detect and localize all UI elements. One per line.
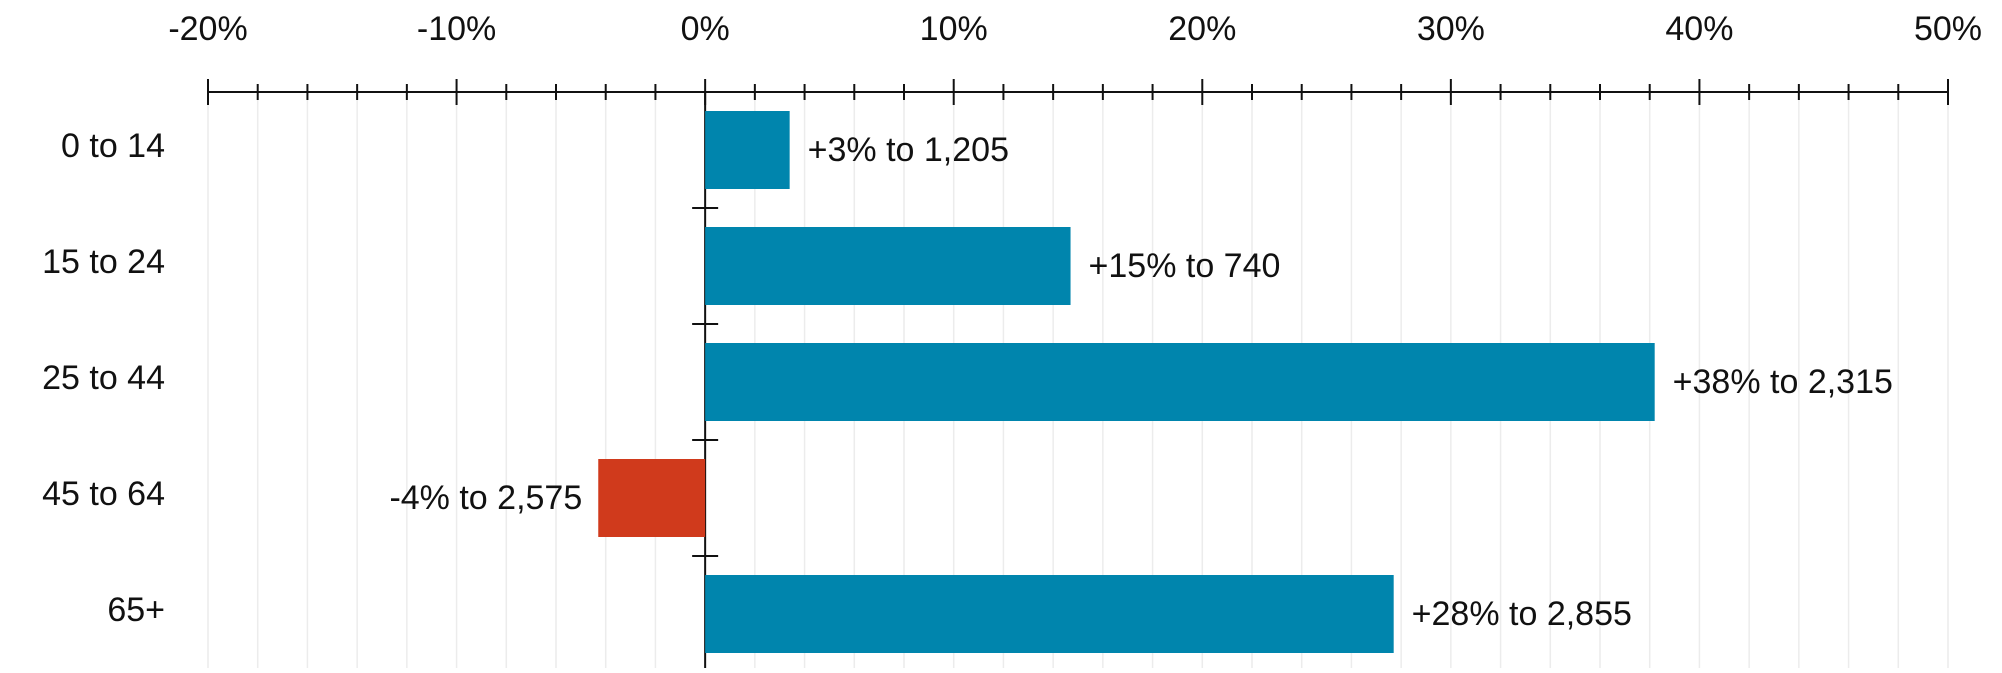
data-label: +3% to 1,205 (808, 131, 1009, 169)
labels: 0 to 14 +3% to 1,205 15 to 24 +15% to 740 25… (42, 127, 1893, 633)
bar (705, 575, 1394, 653)
x-tick-label: -10% (417, 10, 496, 48)
x-tick-label: 50% (1914, 10, 1982, 48)
bars (598, 111, 1655, 653)
category-label: 65+ (107, 591, 165, 629)
data-label: +28% to 2,855 (1412, 595, 1632, 633)
x-axis: -20% -10% 0% 10% 20% 30% 40% 50% (168, 10, 1982, 668)
data-label: +38% to 2,315 (1673, 363, 1893, 401)
category-label: 25 to 44 (42, 359, 165, 397)
x-tick-label: -20% (168, 10, 247, 48)
x-tick-label: 20% (1168, 10, 1236, 48)
data-label: +15% to 740 (1089, 247, 1281, 285)
x-tick-label: 30% (1417, 10, 1485, 48)
bar (705, 227, 1071, 305)
bar (705, 343, 1655, 421)
data-label: -4% to 2,575 (389, 479, 582, 517)
category-label: 0 to 14 (61, 127, 165, 165)
category-label: 45 to 64 (42, 475, 165, 513)
x-tick-label: 10% (920, 10, 988, 48)
category-label: 15 to 24 (42, 243, 165, 281)
x-tick-label: 40% (1665, 10, 1733, 48)
bar (598, 459, 706, 537)
x-tick-label: 0% (681, 10, 730, 48)
bar (705, 111, 790, 189)
